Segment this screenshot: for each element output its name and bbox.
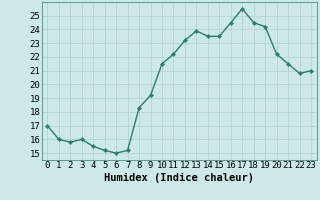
X-axis label: Humidex (Indice chaleur): Humidex (Indice chaleur) <box>104 173 254 183</box>
